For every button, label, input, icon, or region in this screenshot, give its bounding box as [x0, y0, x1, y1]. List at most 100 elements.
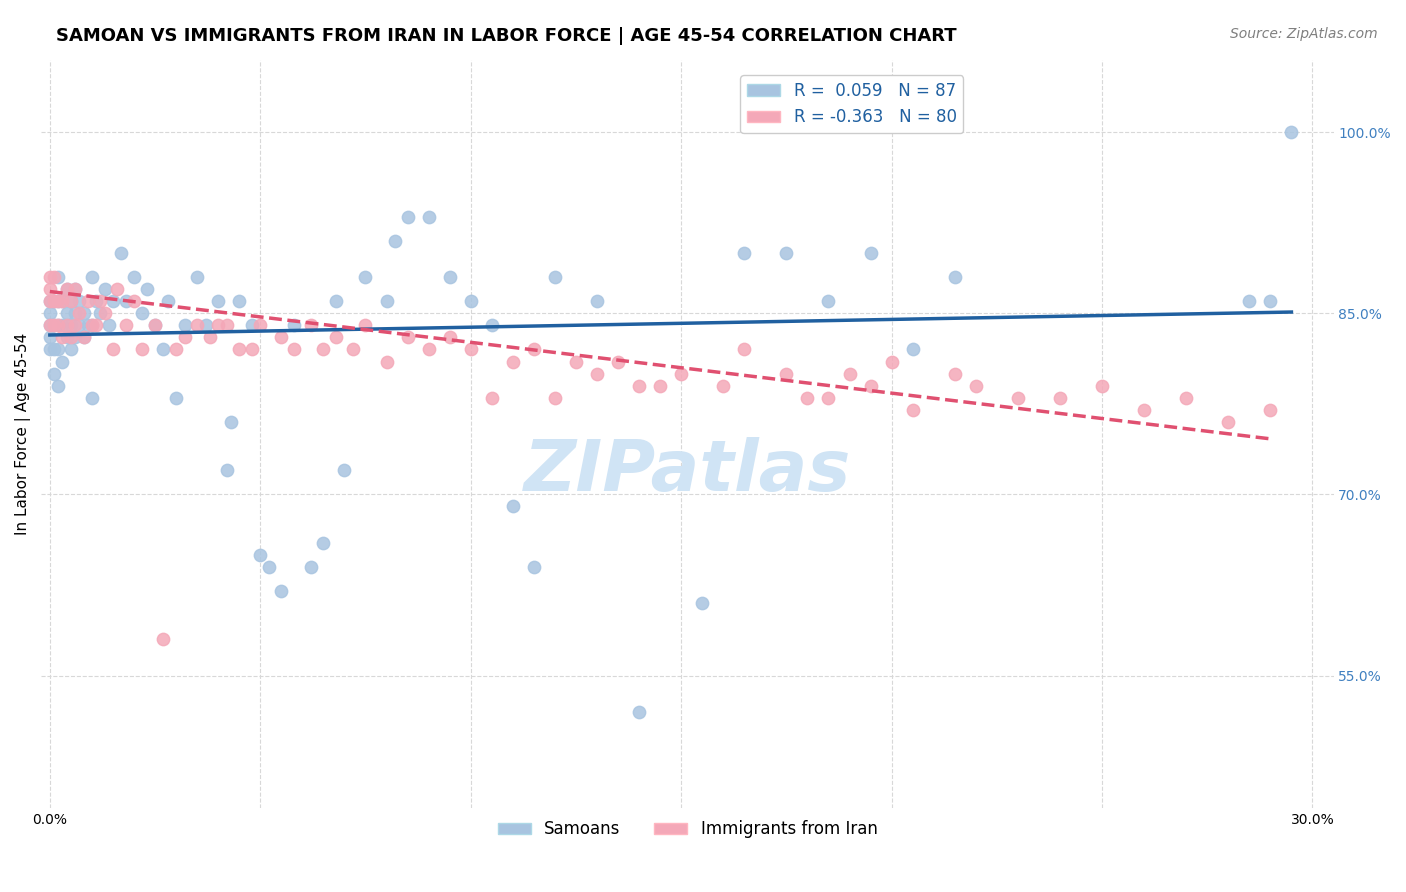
Point	[481, 391, 503, 405]
Point	[135, 282, 157, 296]
Point	[89, 294, 111, 309]
Point	[194, 318, 217, 333]
Point	[817, 391, 839, 405]
Point	[544, 270, 567, 285]
Point	[59, 343, 82, 357]
Point	[63, 318, 86, 333]
Point	[880, 354, 903, 368]
Point	[249, 318, 271, 333]
Point	[733, 343, 755, 357]
Point	[796, 391, 818, 405]
Point	[901, 343, 924, 357]
Point	[690, 596, 713, 610]
Point	[775, 367, 797, 381]
Point	[173, 330, 195, 344]
Point	[93, 282, 115, 296]
Point	[89, 306, 111, 320]
Point	[63, 306, 86, 320]
Point	[114, 294, 136, 309]
Point	[859, 245, 882, 260]
Point	[215, 318, 238, 333]
Point	[46, 294, 69, 309]
Point	[42, 318, 65, 333]
Point	[943, 367, 966, 381]
Point	[165, 343, 187, 357]
Point	[418, 343, 440, 357]
Point	[312, 535, 335, 549]
Point	[152, 343, 174, 357]
Point	[270, 584, 292, 599]
Point	[42, 294, 65, 309]
Point	[502, 500, 524, 514]
Point	[55, 306, 77, 320]
Point	[325, 294, 347, 309]
Point	[733, 245, 755, 260]
Point	[228, 343, 250, 357]
Point	[460, 343, 482, 357]
Point	[299, 560, 322, 574]
Point	[38, 282, 60, 296]
Point	[59, 294, 82, 309]
Point	[122, 294, 145, 309]
Point	[51, 294, 73, 309]
Point	[565, 354, 588, 368]
Point	[354, 270, 377, 285]
Point	[901, 402, 924, 417]
Point	[51, 354, 73, 368]
Point	[59, 294, 82, 309]
Point	[669, 367, 692, 381]
Point	[207, 294, 229, 309]
Point	[354, 318, 377, 333]
Point	[375, 294, 398, 309]
Point	[46, 270, 69, 285]
Point	[143, 318, 166, 333]
Point	[76, 318, 98, 333]
Point	[38, 343, 60, 357]
Point	[59, 330, 82, 344]
Point	[105, 282, 128, 296]
Point	[101, 343, 124, 357]
Legend: Samoans, Immigrants from Iran: Samoans, Immigrants from Iran	[491, 814, 884, 845]
Point	[93, 306, 115, 320]
Point	[312, 343, 335, 357]
Point	[1175, 391, 1198, 405]
Point	[101, 294, 124, 309]
Point	[943, 270, 966, 285]
Point	[186, 270, 208, 285]
Point	[46, 294, 69, 309]
Point	[502, 354, 524, 368]
Point	[396, 330, 419, 344]
Point	[46, 343, 69, 357]
Point	[342, 343, 364, 357]
Point	[72, 330, 94, 344]
Point	[439, 270, 461, 285]
Point	[38, 318, 60, 333]
Point	[55, 282, 77, 296]
Point	[63, 282, 86, 296]
Point	[1007, 391, 1029, 405]
Y-axis label: In Labor Force | Age 45-54: In Labor Force | Age 45-54	[15, 333, 31, 535]
Point	[270, 330, 292, 344]
Point	[1218, 415, 1240, 429]
Point	[38, 306, 60, 320]
Point	[38, 294, 60, 309]
Point	[586, 294, 609, 309]
Point	[67, 306, 90, 320]
Point	[375, 354, 398, 368]
Point	[299, 318, 322, 333]
Point	[42, 318, 65, 333]
Point	[55, 330, 77, 344]
Point	[607, 354, 630, 368]
Point	[165, 391, 187, 405]
Point	[80, 318, 103, 333]
Point	[1260, 294, 1282, 309]
Point	[333, 463, 356, 477]
Point	[51, 318, 73, 333]
Point	[63, 330, 86, 344]
Point	[1133, 402, 1156, 417]
Point	[228, 294, 250, 309]
Point	[42, 367, 65, 381]
Text: ZIPatlas: ZIPatlas	[524, 437, 851, 506]
Point	[838, 367, 860, 381]
Point	[131, 343, 153, 357]
